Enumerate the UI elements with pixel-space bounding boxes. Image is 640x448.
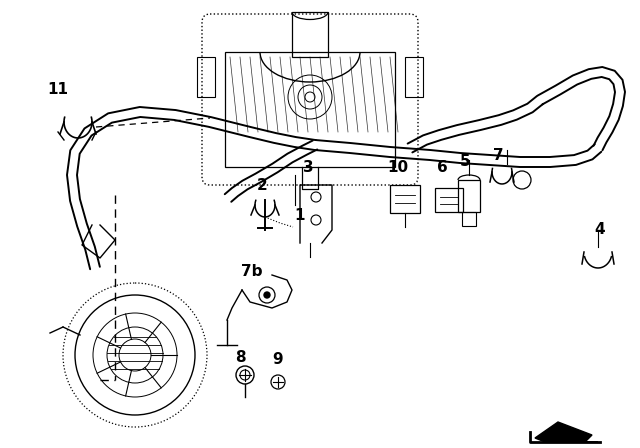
Bar — [225, 52, 395, 167]
Text: 8: 8 — [235, 350, 245, 366]
Text: 7b: 7b — [241, 264, 263, 280]
Text: 1: 1 — [295, 207, 305, 223]
Text: 7: 7 — [493, 147, 503, 163]
Bar — [462, 212, 476, 226]
Text: 5: 5 — [460, 155, 470, 169]
Text: 9: 9 — [273, 353, 284, 367]
Bar — [435, 188, 463, 212]
Bar — [405, 57, 423, 97]
Polygon shape — [535, 422, 598, 442]
Text: 2: 2 — [257, 177, 268, 193]
Bar — [197, 57, 215, 97]
Bar — [390, 185, 420, 213]
Bar — [292, 12, 328, 57]
Text: 10: 10 — [387, 160, 408, 176]
Text: 3: 3 — [303, 160, 314, 176]
Text: 6: 6 — [436, 160, 447, 176]
Text: 4: 4 — [595, 223, 605, 237]
Bar — [458, 180, 480, 212]
Circle shape — [264, 292, 270, 298]
Text: 11: 11 — [47, 82, 68, 98]
